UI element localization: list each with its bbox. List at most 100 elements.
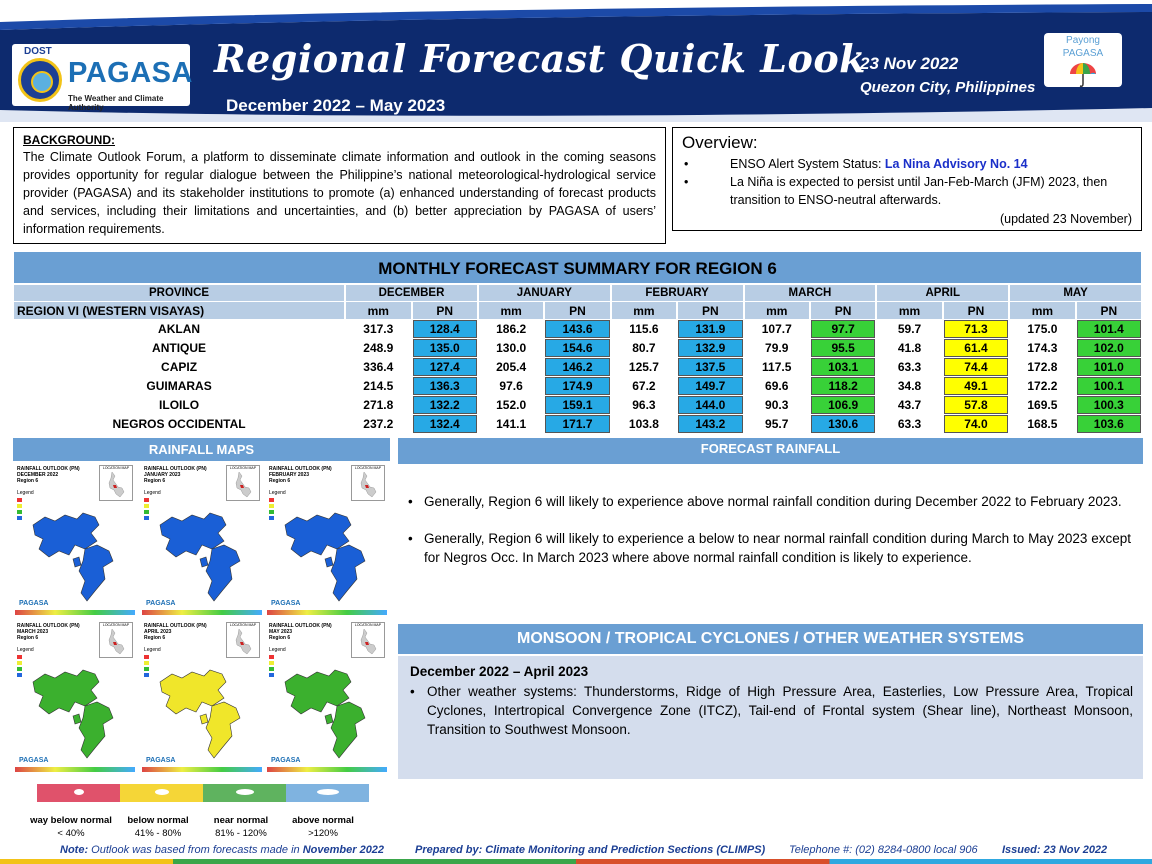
region-label: REGION VI (WESTERN VISAYAS) [14, 302, 345, 319]
map-color-strip [142, 767, 262, 772]
inset-label: LOCATION MAP [229, 466, 257, 470]
mm-value: 95.7 [744, 415, 809, 433]
pn-value: 143.6 [545, 320, 610, 338]
mm-value: 130.0 [478, 339, 544, 357]
mm-value: 90.3 [744, 396, 809, 414]
enso-advisory: La Nina Advisory No. 14 [884, 157, 1028, 171]
map-month: APRIL 2023 [144, 629, 172, 635]
mm-header: mm [744, 302, 809, 319]
map-pagasa-logo: PAGASA [271, 600, 301, 607]
province-name: CAPIZ [14, 358, 345, 376]
map-pagasa-logo: PAGASA [271, 757, 301, 764]
pn-value: 95.5 [810, 339, 876, 357]
map-title-text: RAINFALL OUTLOOK (PN) [17, 466, 80, 472]
mm-value: 97.6 [478, 377, 544, 395]
legend-label-name: below normal [127, 815, 189, 826]
mm-value: 271.8 [346, 396, 411, 414]
overview-updated: (updated 23 November) [999, 212, 1132, 226]
cloud-icon [154, 789, 169, 795]
province-name: ANTIQUE [14, 339, 345, 357]
forecast-item: Generally, Region 6 will likely to exper… [408, 529, 1131, 567]
header-location: Quezon City, Philippines [860, 79, 1036, 96]
mm-value: 43.7 [877, 396, 942, 414]
pn-value: 100.3 [1076, 396, 1141, 414]
province-name: GUIMARAS [14, 377, 345, 395]
map-title: RAINFALL OUTLOOK (PN) FEBRUARY 2023 Region… [269, 466, 332, 484]
pn-value: 144.0 [678, 396, 743, 414]
rainfall-map: RAINFALL OUTLOOK (PN) JANUARY 2023 Region … [142, 463, 262, 619]
header-banner [0, 0, 1152, 122]
map-title: RAINFALL OUTLOOK (PN) APRIL 2023 Region 6 [144, 623, 207, 641]
map-title-text: RAINFALL OUTLOOK (PN) [144, 466, 207, 472]
header-background [0, 0, 1152, 122]
inset-label: LOCATION MAP [102, 623, 130, 627]
map-legend: Legend [17, 491, 34, 522]
pn-value: 118.2 [810, 377, 876, 395]
province-name: NEGROS OCCIDENTAL [14, 415, 345, 433]
legend-label-name: near normal [213, 815, 269, 826]
map-title: RAINFALL OUTLOOK (PN) MARCH 2023 Region 6 [17, 623, 80, 641]
monsoon-box: December 2022 – April 2023 Other weather… [398, 656, 1143, 779]
map-region: Region 6 [269, 635, 291, 641]
legend-label-range: >120% [308, 828, 338, 839]
pn-value: 106.9 [810, 396, 876, 414]
table-row: AKLAN 317.3 128.4 186.2 143.6 115.6 131.9 107.7… [14, 320, 1141, 338]
map-title-text: RAINFALL OUTLOOK (PN) [269, 623, 332, 629]
footer-telephone: Telephone #: (02) 8284-0800 local 906 [789, 844, 978, 856]
map-color-strip [267, 767, 387, 772]
map-color-strip [267, 610, 387, 615]
pn-value: 61.4 [943, 339, 1009, 357]
map-legend-word: Legend [269, 490, 286, 496]
pn-value: 127.4 [412, 358, 477, 376]
rainfall-map: RAINFALL OUTLOOK (PN) MARCH 2023 Region 6 L… [15, 620, 135, 776]
pn-value: 159.1 [545, 396, 610, 414]
pn-header: PN [412, 302, 477, 319]
overview-box: Overview: ENSO Alert System Status: La N… [672, 127, 1142, 231]
region6-map-shape [284, 669, 366, 759]
region6-map-shape [159, 669, 241, 759]
monsoon-text: Other weather systems: Thunderstorms, Ri… [410, 682, 1133, 739]
map-region: Region 6 [17, 635, 39, 641]
mm-value: 317.3 [346, 320, 411, 338]
dost-label: DOST [24, 46, 52, 57]
pn-value: 100.1 [1076, 377, 1141, 395]
overview-heading: Overview: [682, 133, 758, 152]
pn-value: 131.9 [678, 320, 743, 338]
mm-value: 107.7 [744, 320, 809, 338]
map-month: MAY 2023 [269, 629, 293, 635]
map-color-strip [142, 610, 262, 615]
map-month: JANUARY 2023 [144, 472, 181, 478]
mm-value: 152.0 [478, 396, 544, 414]
pn-value: 132.4 [412, 415, 477, 433]
mm-value: 79.9 [744, 339, 809, 357]
map-region: Region 6 [144, 635, 166, 641]
background-text: The Climate Outlook Forum, a platform to… [23, 150, 656, 236]
legend-swatch-0 [37, 784, 120, 802]
map-color-strip [15, 610, 135, 615]
pn-value: 49.1 [943, 377, 1009, 395]
pn-value: 103.6 [1076, 415, 1141, 433]
legend-label: above normal >120% [278, 814, 368, 840]
mm-header: mm [346, 302, 411, 319]
overview-item-lanina: La Niña is expected to persist until Jan… [682, 173, 1132, 209]
mm-header: mm [1010, 302, 1075, 319]
mm-value: 237.2 [346, 415, 411, 433]
location-inset-map: LOCATION MAP [99, 622, 133, 658]
pn-value: 132.9 [678, 339, 743, 357]
location-inset-map: LOCATION MAP [99, 465, 133, 501]
footer-color-strip [0, 859, 1152, 864]
footer: Note: Outlook was based from forecasts m… [0, 842, 1152, 864]
pn-value: 135.0 [412, 339, 477, 357]
cloud-icon [316, 789, 339, 795]
footer-note: Note: Outlook was based from forecasts m… [60, 844, 384, 856]
mm-value: 168.5 [1010, 415, 1075, 433]
mm-value: 69.6 [744, 377, 809, 395]
mm-value: 172.2 [1010, 377, 1075, 395]
payong-line1: Payong [1066, 35, 1100, 46]
mm-value: 96.3 [611, 396, 677, 414]
mm-value: 172.8 [1010, 358, 1075, 376]
map-legend-word: Legend [17, 490, 34, 496]
inset-label: LOCATION MAP [229, 623, 257, 627]
map-title-text: RAINFALL OUTLOOK (PN) [269, 466, 332, 472]
mm-value: 67.2 [611, 377, 677, 395]
